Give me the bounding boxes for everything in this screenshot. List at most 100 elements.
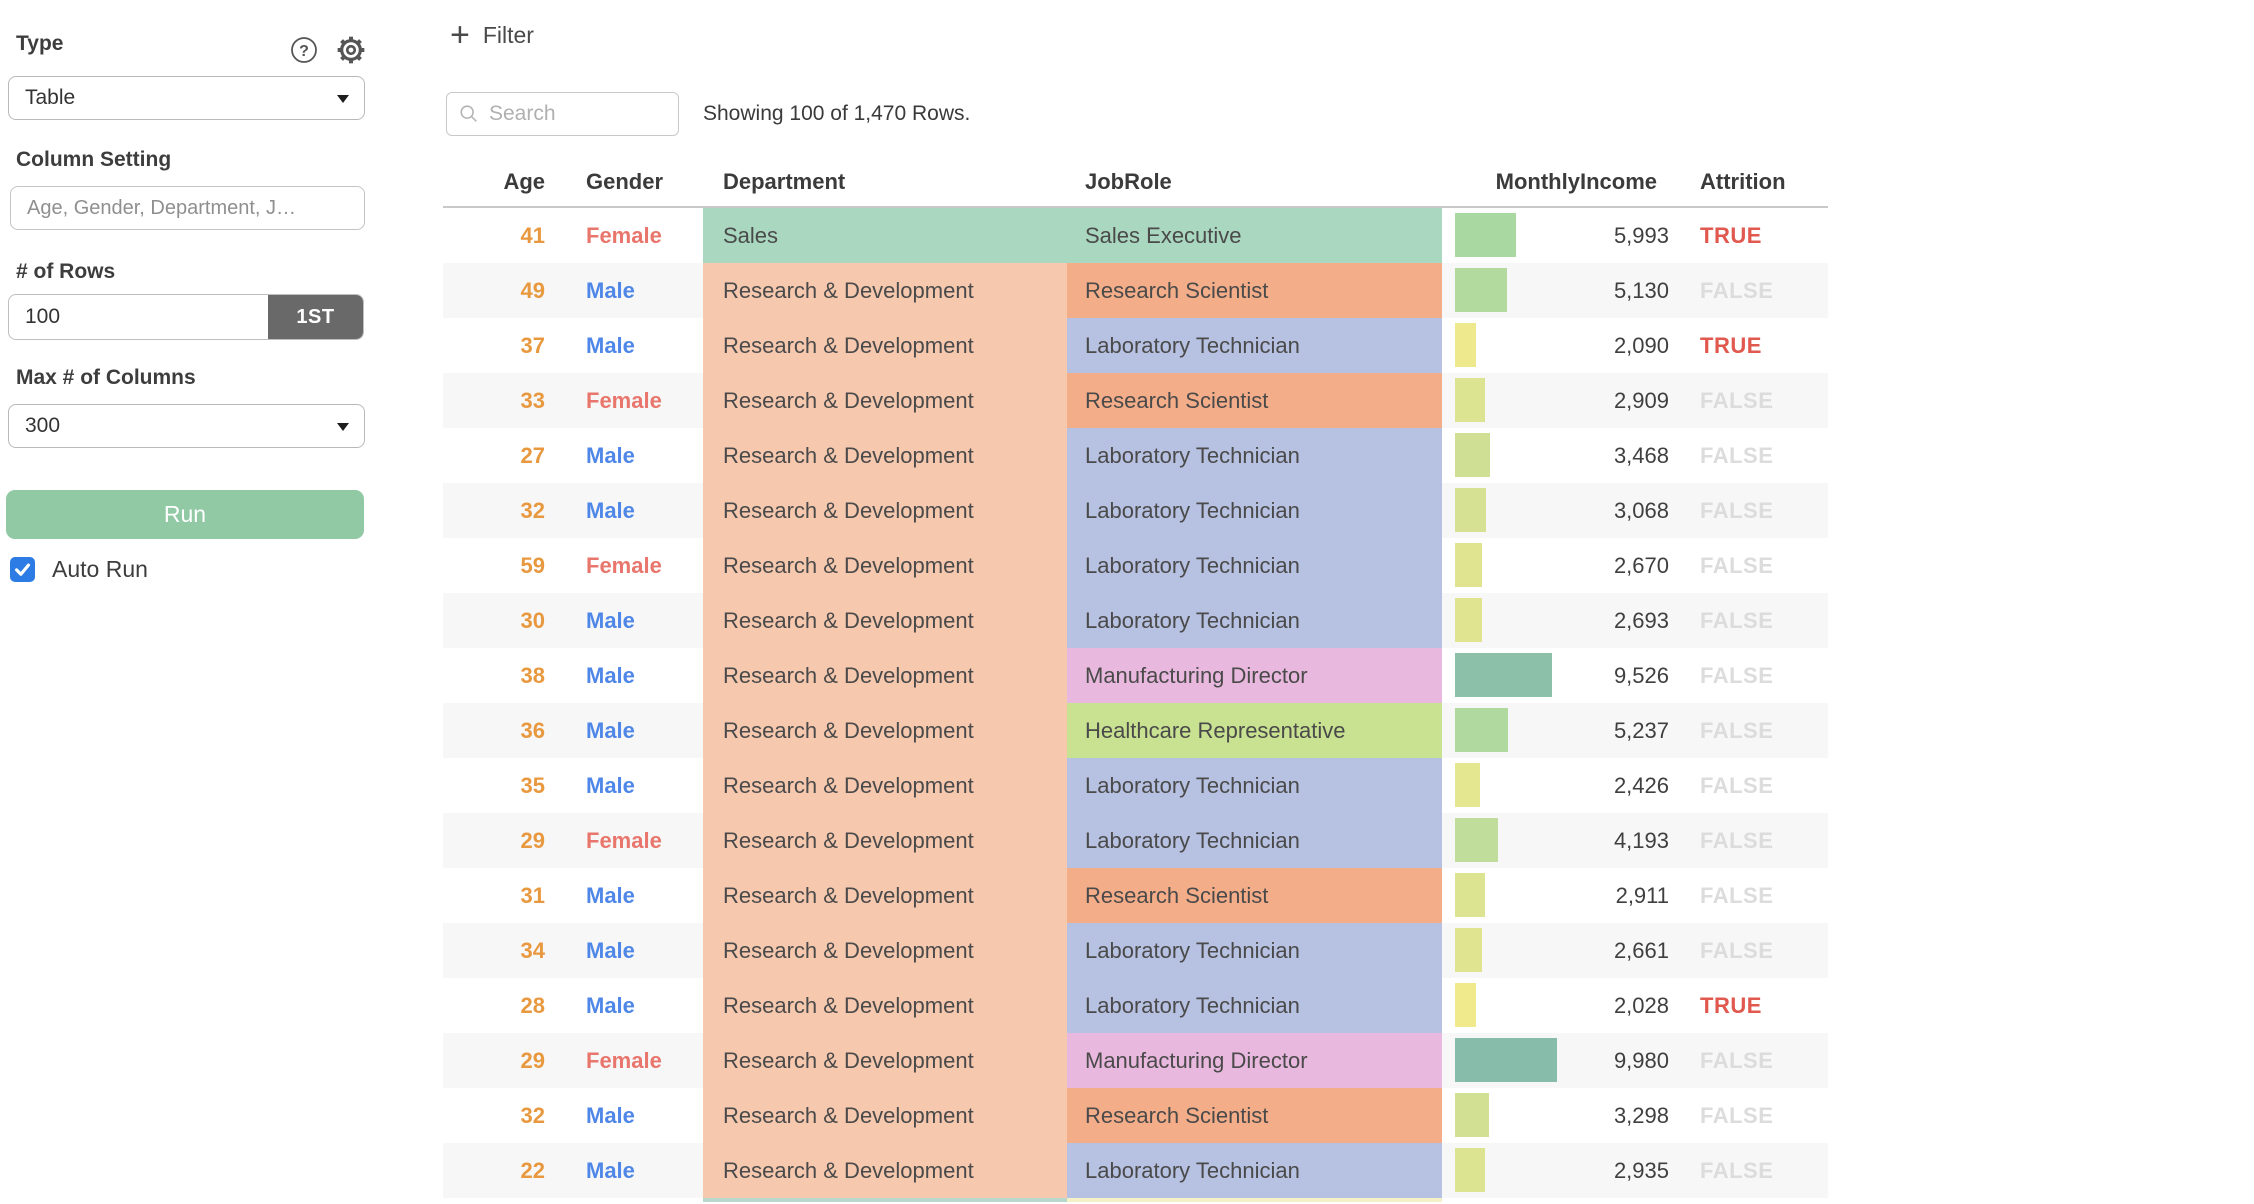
cell-gender: Male [586,498,635,523]
cell-income-wrap: 2,090 [1442,318,1675,373]
cell-income: 2,028 [1613,993,1669,1018]
cell-jobrole: Laboratory Technician [1067,318,1442,373]
income-bar [1455,818,1498,862]
cell-jobrole: Laboratory Technician [1067,758,1442,813]
table-row: 22 Male Research & Development Laborator… [443,1143,1828,1198]
cell-age [443,1198,560,1202]
run-button[interactable]: Run [6,490,364,539]
cell-age: 49 [520,278,545,303]
cell-income: 4,193 [1613,828,1669,853]
cell-age: 36 [520,718,545,743]
help-icon[interactable]: ? [290,36,318,69]
cell-department: Research & Development [703,263,1067,318]
cell-income-wrap: 3,298 [1442,1088,1675,1143]
cell-income-wrap: 2,909 [1442,373,1675,428]
cell-department: Sales [703,208,1067,263]
row-count-status: Showing 100 of 1,470 Rows. [703,102,971,125]
header-age[interactable]: Age [503,169,545,194]
auto-run-checkbox[interactable] [10,557,35,582]
column-setting-input[interactable]: Age, Gender, Department, J… [10,186,365,230]
cell-income: 2,909 [1613,388,1669,413]
column-setting-label: Column Setting [16,148,172,171]
income-bar [1455,708,1508,752]
cell-gender: Male [586,1103,635,1128]
cell-department: Research & Development [703,923,1067,978]
income-bar [1455,1148,1485,1192]
table-row: 29 Female Research & Development Laborat… [443,813,1828,868]
cell-income-wrap: 3,068 [1442,483,1675,538]
gear-icon[interactable] [335,34,367,71]
max-columns-label: Max # of Columns [16,366,196,389]
cell-age: 28 [520,993,545,1018]
cell-department: Research & Development [703,428,1067,483]
type-select-value: Table [25,86,76,109]
cell-department: Research & Development [703,1088,1067,1143]
plus-icon: + [450,16,470,54]
cell-gender: Male [586,718,635,743]
cell-income-wrap: 9,980 [1442,1033,1675,1088]
auto-run-label: Auto Run [52,556,148,582]
header-department[interactable]: Department [723,169,846,194]
cell-income-wrap: 2,935 [1442,1143,1675,1198]
table-row: 35 Male Research & Development Laborator… [443,758,1828,813]
cell-department: Research & Development [703,373,1067,428]
cell-jobrole: Sales Executive [1067,208,1442,263]
search-input[interactable]: Search [446,92,679,136]
income-bar [1455,543,1482,587]
income-bar [1455,433,1490,477]
cell-gender: Male [586,443,635,468]
max-columns-select[interactable]: 300 [8,404,365,448]
table-row: 32 Male Research & Development Laborator… [443,483,1828,538]
cell-jobrole: Research Scientist [1067,1088,1442,1143]
header-gender[interactable]: Gender [586,169,664,194]
table-row: 31 Male Research & Development Research … [443,868,1828,923]
type-label: Type [16,32,64,55]
cell-jobrole: Manufacturing Director [1067,1033,1442,1088]
cell-attrition: FALSE [1700,663,1774,688]
table-row: 33 Female Research & Development Researc… [443,373,1828,428]
cell-income-wrap: 4,193 [1442,813,1675,868]
header-attrition[interactable]: Attrition [1700,169,1786,194]
cell-income-wrap: 2,661 [1442,923,1675,978]
cell-jobrole: Manufacturing Director [1067,648,1442,703]
table-row: 32 Male Research & Development Research … [443,1088,1828,1143]
cell-income: 5,993 [1613,223,1669,248]
table-row: 27 Male Research & Development Laborator… [443,428,1828,483]
type-select[interactable]: Table [8,76,365,120]
cell-department: Research & Development [703,1033,1067,1088]
cell-jobrole: Laboratory Technician [1067,978,1442,1033]
cell-income-wrap: 2,670 [1442,538,1675,593]
cell-age: 59 [520,553,545,578]
chevron-down-icon [337,95,349,103]
cell-income: 9,526 [1613,663,1669,688]
cell-jobrole [1067,1198,1442,1202]
cell-attrition: FALSE [1700,608,1774,633]
table-row: 28 Male Research & Development Laborator… [443,978,1828,1033]
add-filter-button[interactable]: + Filter [450,16,534,54]
cell-income: 3,068 [1613,498,1669,523]
cell-income-wrap: 2,426 [1442,758,1675,813]
cell-attrition: FALSE [1700,1158,1774,1183]
table-header: Age Gender Department JobRole MonthlyInc… [443,158,1828,208]
header-monthlyincome[interactable]: MonthlyIncome [1495,169,1657,194]
cell-jobrole: Laboratory Technician [1067,923,1442,978]
cell-attrition: TRUE [1700,993,1762,1018]
cell-age: 33 [520,388,545,413]
cell-age: 38 [520,663,545,688]
cell-gender: Male [586,883,635,908]
cell-income: 2,935 [1613,1158,1669,1183]
first-rows-button[interactable]: 1ST [268,295,363,339]
svg-text:?: ? [299,43,309,60]
rows-input[interactable]: 100 [25,305,61,328]
cell-income-wrap: 2,028 [1442,978,1675,1033]
cell-jobrole: Laboratory Technician [1067,813,1442,868]
cell-attrition: TRUE [1700,333,1762,358]
cell-income: 5,130 [1613,278,1669,303]
income-bar [1455,983,1476,1027]
cell-gender: Male [586,938,635,963]
cell-jobrole: Healthcare Representative [1067,703,1442,758]
filter-label: Filter [482,21,534,48]
header-jobrole[interactable]: JobRole [1085,169,1172,194]
cell-gender: Female [586,1048,662,1073]
cell-gender: Female [586,223,662,248]
